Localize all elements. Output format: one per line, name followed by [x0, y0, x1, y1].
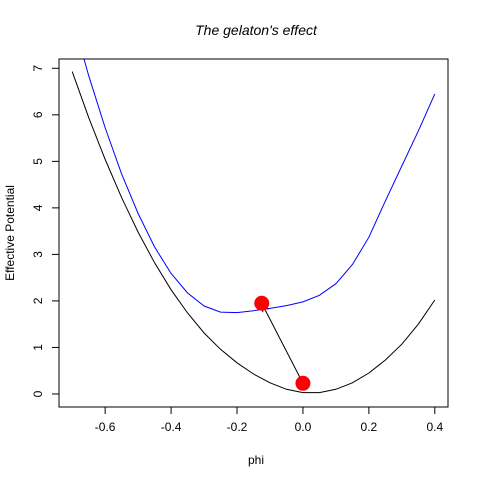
- series-layer: [71, 59, 436, 394]
- y-tick-label: 2: [31, 297, 45, 304]
- series-line-0: [71, 71, 436, 394]
- x-tick-label: -0.2: [227, 420, 248, 434]
- data-point-0: [295, 375, 311, 391]
- chart-title: The gelaton's effect: [195, 22, 318, 38]
- x-axis: -0.6 -0.4 -0.2 0.0 0.2 0.4: [95, 407, 443, 434]
- x-tick-label: 0.2: [361, 420, 378, 434]
- y-axis-label: Effective Potential: [3, 185, 17, 281]
- series-line-1: [83, 59, 436, 314]
- x-axis-label: phi: [248, 453, 264, 467]
- y-tick-label: 6: [31, 111, 45, 118]
- y-axis: 0 1 2 3 4 5 6 7: [31, 65, 59, 397]
- y-tick-label: 3: [31, 251, 45, 258]
- data-point-1: [254, 295, 270, 311]
- plot-frame: [58, 58, 449, 408]
- x-tick-label: 0.4: [426, 420, 443, 434]
- y-tick-label: 7: [31, 65, 45, 72]
- y-tick-label: 0: [31, 390, 45, 397]
- arrow-shaft: [261, 303, 304, 384]
- x-tick-label: 0.0: [295, 420, 312, 434]
- y-tick-label: 5: [31, 158, 45, 165]
- marks-layer: [254, 295, 311, 391]
- y-tick-label: 4: [31, 204, 45, 211]
- x-tick-label: -0.4: [161, 420, 182, 434]
- y-tick-label: 1: [31, 344, 45, 351]
- x-tick-label: -0.6: [95, 420, 116, 434]
